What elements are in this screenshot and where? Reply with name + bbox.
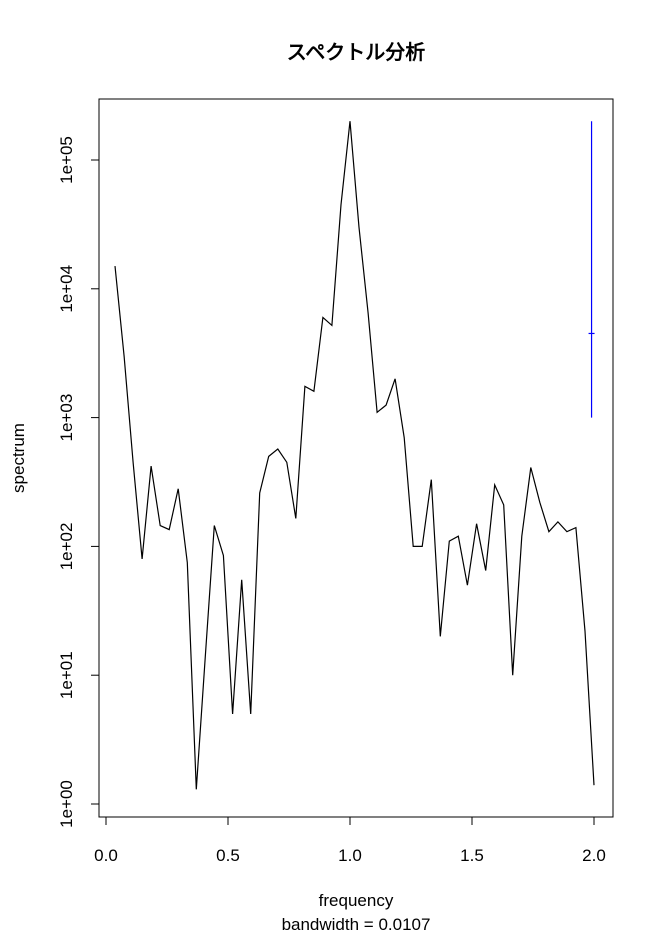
spectrum-line [114, 121, 595, 790]
y-tick-label: 1e+03 [57, 394, 76, 442]
y-tick-label: 1e+04 [57, 265, 76, 313]
y-axis-label: spectrum [9, 423, 28, 493]
x-tick-label: 0.5 [216, 846, 240, 865]
chart-title: スペクトル分析 [287, 40, 426, 64]
confidence-interval-bar [588, 121, 595, 418]
x-tick-label: 1.5 [460, 846, 484, 865]
x-tick-label: 0.0 [94, 846, 118, 865]
y-tick-label: 1e+02 [57, 523, 76, 571]
y-tick-label: 1e+00 [57, 780, 76, 828]
y-tick-label: 1e+05 [57, 136, 76, 184]
y-axis: 1e+00 1e+01 1e+02 1e+03 1e+04 1e+05 [57, 136, 100, 828]
plot-area-frame [98, 98, 614, 818]
x-tick-label: 2.0 [582, 846, 606, 865]
x-axis: 0.0 0.5 1.0 1.5 2.0 [94, 816, 606, 865]
x-axis-sublabel: bandwidth = 0.0107 [282, 915, 431, 934]
x-tick-label: 1.0 [338, 846, 362, 865]
y-tick-label: 1e+01 [57, 651, 76, 699]
x-axis-label: frequency [319, 891, 394, 910]
